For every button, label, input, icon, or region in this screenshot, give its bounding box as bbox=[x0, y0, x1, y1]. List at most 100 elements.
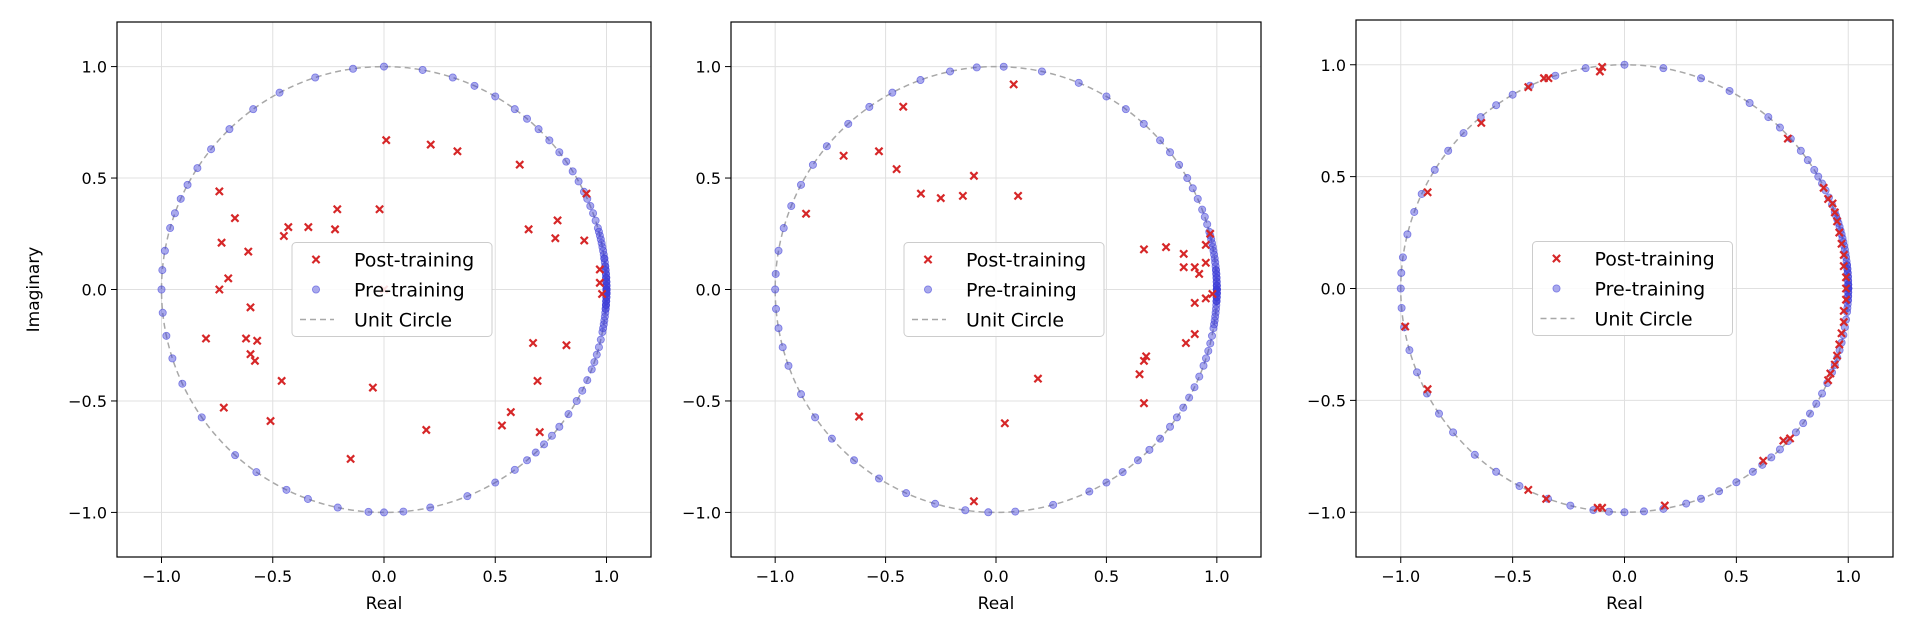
post-training-marker-stroke bbox=[533, 376, 542, 386]
pre-training-point bbox=[1199, 361, 1208, 370]
post-training-point bbox=[1476, 118, 1486, 128]
post-training-point bbox=[346, 454, 356, 464]
post-training-point bbox=[214, 187, 224, 196]
post-training-point bbox=[1597, 62, 1607, 72]
post-training-point bbox=[1423, 384, 1432, 394]
x-tick-label: 0.0 bbox=[1612, 567, 1637, 586]
post-training-marker-stroke bbox=[1190, 262, 1200, 272]
pre-training-point bbox=[207, 145, 216, 154]
post-training-point bbox=[1194, 269, 1204, 279]
pre-training-point bbox=[946, 67, 955, 76]
x-tick-label: 1.0 bbox=[594, 567, 619, 586]
post-training-marker-stroke bbox=[1597, 62, 1607, 72]
post-training-marker-stroke bbox=[1523, 485, 1533, 495]
post-training-marker-stroke bbox=[1181, 338, 1191, 348]
post-training-marker-stroke bbox=[1190, 329, 1200, 339]
post-training-point bbox=[277, 376, 287, 386]
post-training-marker-stroke bbox=[1201, 258, 1211, 268]
post-training-marker-stroke bbox=[579, 236, 589, 245]
post-training-point bbox=[421, 425, 431, 435]
post-training-point bbox=[214, 285, 224, 294]
post-training-marker-stroke bbox=[553, 216, 562, 225]
post-training-marker-stroke bbox=[582, 189, 591, 199]
legend-pre-training-marker bbox=[1552, 284, 1561, 293]
pre-training-point bbox=[1492, 101, 1501, 110]
pre-training-point bbox=[1133, 456, 1142, 465]
legend-label: Pre-training bbox=[1595, 279, 1706, 301]
post-training-point bbox=[243, 247, 253, 256]
post-training-marker-stroke bbox=[453, 146, 462, 156]
x-tick-label: 0.5 bbox=[483, 567, 508, 586]
pre-training-point bbox=[463, 492, 472, 501]
pre-training-point bbox=[547, 431, 556, 440]
post-training-marker-stroke bbox=[1194, 269, 1204, 279]
post-training-marker-stroke bbox=[1837, 328, 1846, 338]
pre-training-point bbox=[418, 65, 427, 74]
post-training-point bbox=[1423, 187, 1432, 197]
post-training-marker-stroke bbox=[219, 403, 229, 413]
pre-training-point bbox=[1435, 409, 1444, 418]
pre-training-point bbox=[170, 209, 179, 218]
post-training-point bbox=[524, 224, 534, 234]
post-training-point bbox=[1832, 351, 1842, 361]
pre-training-point bbox=[162, 331, 171, 340]
post-training-marker-stroke bbox=[1139, 356, 1149, 366]
post-training-point bbox=[958, 191, 968, 201]
pre-training-point bbox=[1049, 500, 1058, 509]
post-training-point bbox=[252, 336, 262, 346]
pre-training-point bbox=[1410, 207, 1419, 216]
pre-training-point bbox=[231, 451, 240, 460]
pre-training-point bbox=[568, 167, 577, 176]
post-training-point bbox=[898, 102, 908, 112]
pre-training-point bbox=[303, 494, 312, 503]
pre-training-point bbox=[1725, 86, 1734, 95]
x-tick-label: −1.0 bbox=[756, 567, 795, 586]
pre-training-point bbox=[1444, 146, 1453, 155]
post-training-marker-stroke bbox=[969, 496, 979, 506]
post-training-point bbox=[223, 273, 233, 283]
post-training-marker-stroke bbox=[898, 102, 908, 112]
y-tick-label: 0.0 bbox=[696, 281, 721, 300]
post-training-marker-stroke bbox=[1823, 194, 1833, 204]
post-training-point bbox=[1837, 239, 1846, 249]
post-training-point bbox=[506, 407, 516, 417]
pre-training-point bbox=[1175, 160, 1184, 169]
pre-training-point bbox=[1814, 172, 1823, 181]
post-training-point bbox=[266, 416, 275, 426]
post-training-point bbox=[533, 376, 542, 386]
pre-training-point bbox=[797, 390, 806, 399]
pre-training-point bbox=[591, 216, 600, 225]
post-training-point bbox=[201, 334, 211, 343]
pre-training-point bbox=[197, 413, 206, 422]
x-axis-label: Real bbox=[978, 594, 1015, 614]
post-training-marker-stroke bbox=[1141, 351, 1151, 361]
pre-training-point bbox=[1183, 174, 1192, 183]
post-training-marker-stroke bbox=[1832, 216, 1842, 226]
post-training-marker-stroke bbox=[1000, 418, 1010, 428]
post-training-point bbox=[1595, 67, 1605, 76]
x-tick-label: 0.0 bbox=[371, 567, 396, 586]
pre-training-point bbox=[1198, 205, 1207, 214]
pre-training-point bbox=[865, 102, 874, 111]
legend-label: Pre-training bbox=[354, 280, 465, 302]
post-training-point bbox=[1841, 295, 1851, 305]
post-training-point bbox=[1179, 262, 1189, 272]
post-training-marker-stroke bbox=[1841, 284, 1851, 293]
post-training-marker-stroke bbox=[1009, 80, 1019, 89]
x-tick-label: 1.0 bbox=[1836, 567, 1861, 586]
post-training-point bbox=[562, 340, 571, 350]
post-training-point bbox=[1190, 262, 1200, 272]
post-training-point bbox=[839, 151, 849, 161]
pre-training-point bbox=[1156, 434, 1165, 443]
legend-label: Unit Circle bbox=[354, 310, 452, 332]
pre-training-point bbox=[158, 266, 167, 275]
post-training-point bbox=[219, 403, 229, 413]
pre-training-point bbox=[1543, 494, 1552, 503]
pre-training-point bbox=[1812, 399, 1821, 408]
pre-training-point bbox=[491, 92, 500, 101]
pre-training-point bbox=[562, 157, 571, 166]
post-training-marker-stroke bbox=[1839, 317, 1849, 327]
y-tick-label: −1.0 bbox=[68, 503, 107, 522]
pre-training-point bbox=[379, 508, 388, 517]
post-training-point bbox=[1832, 216, 1842, 226]
